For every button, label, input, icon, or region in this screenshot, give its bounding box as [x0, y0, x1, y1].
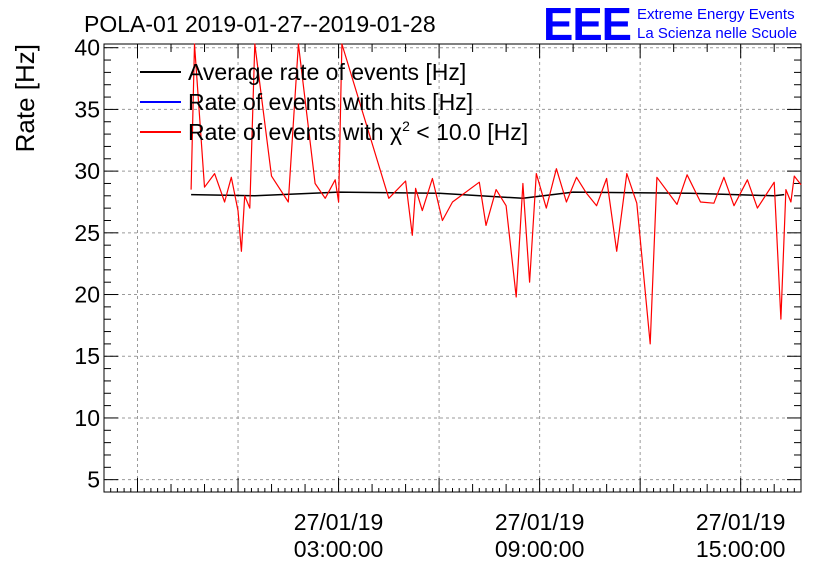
y-axis-label: Rate [Hz]	[10, 44, 40, 152]
org-name-line2: La Scienza nelle Scuole	[637, 25, 797, 42]
plot-frame	[103, 43, 802, 493]
eee-logo-text: EEE	[543, 0, 631, 50]
eee-logo: EEE Extreme Energy Events La Scienza nel…	[543, 0, 797, 50]
x-tick-label-time: 03:00:00	[294, 536, 384, 562]
y-tick-label: 15	[74, 343, 100, 369]
y-tick-label: 40	[74, 35, 100, 61]
y-tick-label: 10	[74, 405, 100, 431]
legend: Average rate of events [Hz] Rate of even…	[140, 59, 528, 145]
y-tick-label: 30	[74, 158, 100, 184]
y-tick-label: 5	[87, 467, 100, 493]
x-tick-label-date: 27/01/19	[495, 509, 585, 535]
legend-label-chi2-suffix: < 10.0 [Hz]	[410, 119, 528, 145]
x-tick-label-date: 27/01/19	[696, 509, 786, 535]
chart-title: POLA-01 2019-01-27--2019-01-28	[84, 11, 436, 37]
legend-label-hits: Rate of events with hits [Hz]	[188, 89, 473, 115]
tick-layer: 51015202530354027/01/1903:00:0027/01/190…	[74, 35, 802, 562]
series-layer	[190, 43, 802, 345]
y-tick-label: 35	[74, 96, 100, 122]
x-tick-label-date: 27/01/19	[294, 509, 384, 535]
legend-label-chi2-superscript: 2	[402, 118, 410, 134]
legend-label-chi2-main: Rate of events with χ	[188, 119, 402, 145]
y-tick-label: 25	[74, 220, 100, 246]
legend-label-chi2: Rate of events with χ2 < 10.0 [Hz]	[188, 118, 528, 145]
y-tick-label: 20	[74, 282, 100, 308]
x-tick-label-time: 09:00:00	[495, 536, 585, 562]
org-name-line1: Extreme Energy Events	[637, 6, 795, 23]
series-line-0	[191, 191, 785, 200]
x-tick-label-time: 15:00:00	[696, 536, 786, 562]
grid-layer	[104, 44, 801, 492]
series-line-2	[190, 43, 802, 345]
legend-label-average: Average rate of events [Hz]	[188, 59, 466, 85]
